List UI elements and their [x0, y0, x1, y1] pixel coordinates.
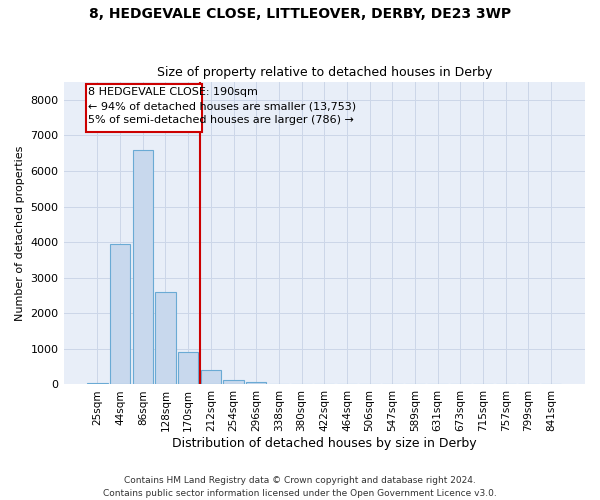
FancyBboxPatch shape — [86, 84, 202, 132]
Text: 8 HEDGEVALE CLOSE: 190sqm
← 94% of detached houses are smaller (13,753)
5% of se: 8 HEDGEVALE CLOSE: 190sqm ← 94% of detac… — [88, 86, 356, 126]
Bar — [223, 380, 244, 384]
Bar — [246, 382, 266, 384]
Bar — [178, 352, 199, 384]
Bar — [200, 370, 221, 384]
Bar — [155, 292, 176, 384]
X-axis label: Distribution of detached houses by size in Derby: Distribution of detached houses by size … — [172, 437, 476, 450]
Bar — [110, 244, 130, 384]
Text: 8, HEDGEVALE CLOSE, LITTLEOVER, DERBY, DE23 3WP: 8, HEDGEVALE CLOSE, LITTLEOVER, DERBY, D… — [89, 8, 511, 22]
Bar — [133, 150, 153, 384]
Title: Size of property relative to detached houses in Derby: Size of property relative to detached ho… — [157, 66, 492, 80]
Text: Contains HM Land Registry data © Crown copyright and database right 2024.
Contai: Contains HM Land Registry data © Crown c… — [103, 476, 497, 498]
Y-axis label: Number of detached properties: Number of detached properties — [15, 146, 25, 321]
